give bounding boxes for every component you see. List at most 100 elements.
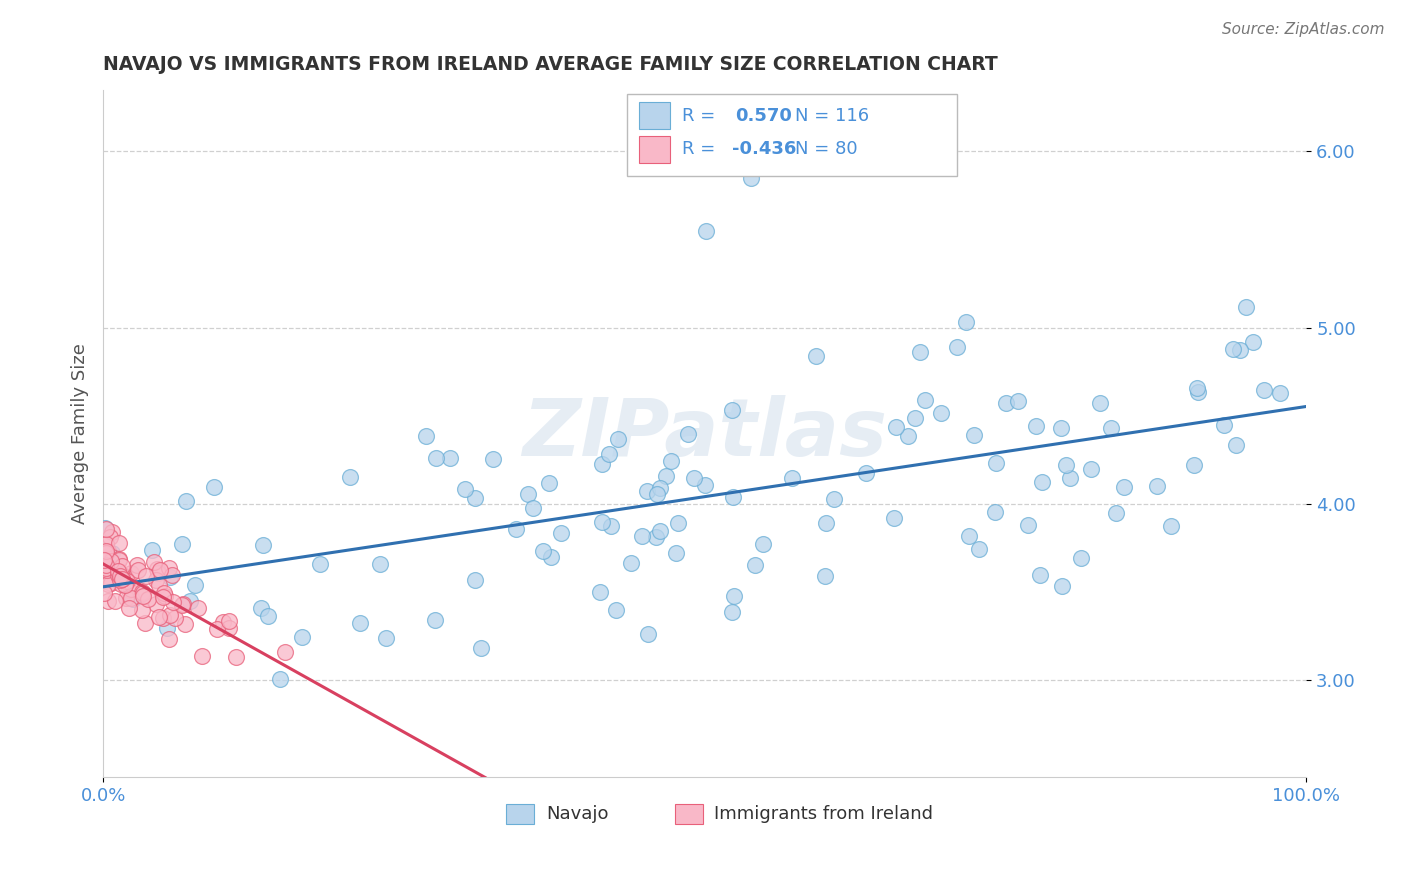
Point — [591, 515, 613, 529]
Point — [740, 170, 762, 185]
Point — [984, 456, 1007, 470]
Point — [143, 555, 166, 569]
Point — [744, 558, 766, 572]
Point — [132, 590, 155, 604]
Point — [184, 578, 207, 592]
Point — [110, 577, 132, 591]
Point — [620, 556, 643, 570]
Point — [187, 601, 209, 615]
Point — [93, 574, 115, 588]
Point — [250, 601, 273, 615]
Point — [125, 558, 148, 572]
Point — [218, 614, 240, 628]
Point — [636, 483, 658, 498]
Point — [212, 615, 235, 629]
Point — [439, 451, 461, 466]
Point — [945, 340, 967, 354]
Point — [93, 586, 115, 600]
Point — [904, 411, 927, 425]
Point — [274, 645, 297, 659]
Point — [897, 428, 920, 442]
Point — [823, 492, 845, 507]
Point — [464, 574, 486, 588]
Point — [929, 406, 952, 420]
Point — [309, 558, 332, 572]
Point — [98, 530, 121, 544]
Text: Source: ZipAtlas.com: Source: ZipAtlas.com — [1222, 22, 1385, 37]
Point — [96, 544, 118, 558]
Point — [118, 582, 141, 597]
Point — [172, 597, 194, 611]
Text: Immigrants from Ireland: Immigrants from Ireland — [714, 805, 934, 823]
Point — [172, 537, 194, 551]
Point — [93, 553, 115, 567]
Point — [110, 573, 132, 587]
Point — [172, 598, 194, 612]
Point — [156, 622, 179, 636]
Point — [191, 649, 214, 664]
Point — [146, 561, 169, 575]
Point — [1253, 383, 1275, 397]
Point — [470, 640, 492, 655]
Point — [122, 592, 145, 607]
Point — [1146, 479, 1168, 493]
Point — [349, 616, 371, 631]
Point — [780, 471, 803, 485]
Point — [145, 597, 167, 611]
Point — [176, 493, 198, 508]
Point — [464, 491, 486, 505]
Point — [637, 626, 659, 640]
Point — [1112, 480, 1135, 494]
Point — [148, 566, 170, 580]
Point — [676, 426, 699, 441]
Point — [914, 393, 936, 408]
Point — [655, 469, 678, 483]
Point — [522, 501, 544, 516]
FancyBboxPatch shape — [638, 136, 669, 163]
Point — [955, 315, 977, 329]
Point — [1050, 421, 1073, 435]
Point — [1229, 343, 1251, 357]
Point — [721, 605, 744, 619]
Point — [104, 594, 127, 608]
Text: -0.436: -0.436 — [733, 140, 797, 159]
Point — [93, 547, 115, 561]
Point — [97, 594, 120, 608]
Point — [505, 522, 527, 536]
Point — [153, 590, 176, 604]
Point — [162, 595, 184, 609]
Point — [159, 607, 181, 622]
Point — [269, 673, 291, 687]
FancyBboxPatch shape — [638, 102, 669, 129]
Point — [984, 505, 1007, 519]
Point — [107, 567, 129, 582]
Point — [425, 613, 447, 627]
Point — [108, 536, 131, 550]
Point — [120, 591, 142, 606]
Point — [131, 584, 153, 599]
Point — [425, 451, 447, 466]
Point — [550, 526, 572, 541]
Point — [1025, 418, 1047, 433]
Point — [661, 453, 683, 467]
Point — [1050, 579, 1073, 593]
Point — [159, 570, 181, 584]
Text: N = 116: N = 116 — [794, 107, 869, 125]
Point — [94, 546, 117, 560]
Point — [650, 524, 672, 538]
Point — [884, 420, 907, 434]
Point — [97, 543, 120, 558]
Point — [368, 558, 391, 572]
Point — [453, 483, 475, 497]
Point — [1225, 438, 1247, 452]
Point — [97, 576, 120, 591]
Point — [256, 608, 278, 623]
Point — [114, 569, 136, 583]
Point — [855, 466, 877, 480]
Point — [415, 429, 437, 443]
Point — [1031, 475, 1053, 490]
Point — [1160, 518, 1182, 533]
Point — [605, 603, 627, 617]
Point — [114, 578, 136, 592]
Point — [606, 432, 628, 446]
